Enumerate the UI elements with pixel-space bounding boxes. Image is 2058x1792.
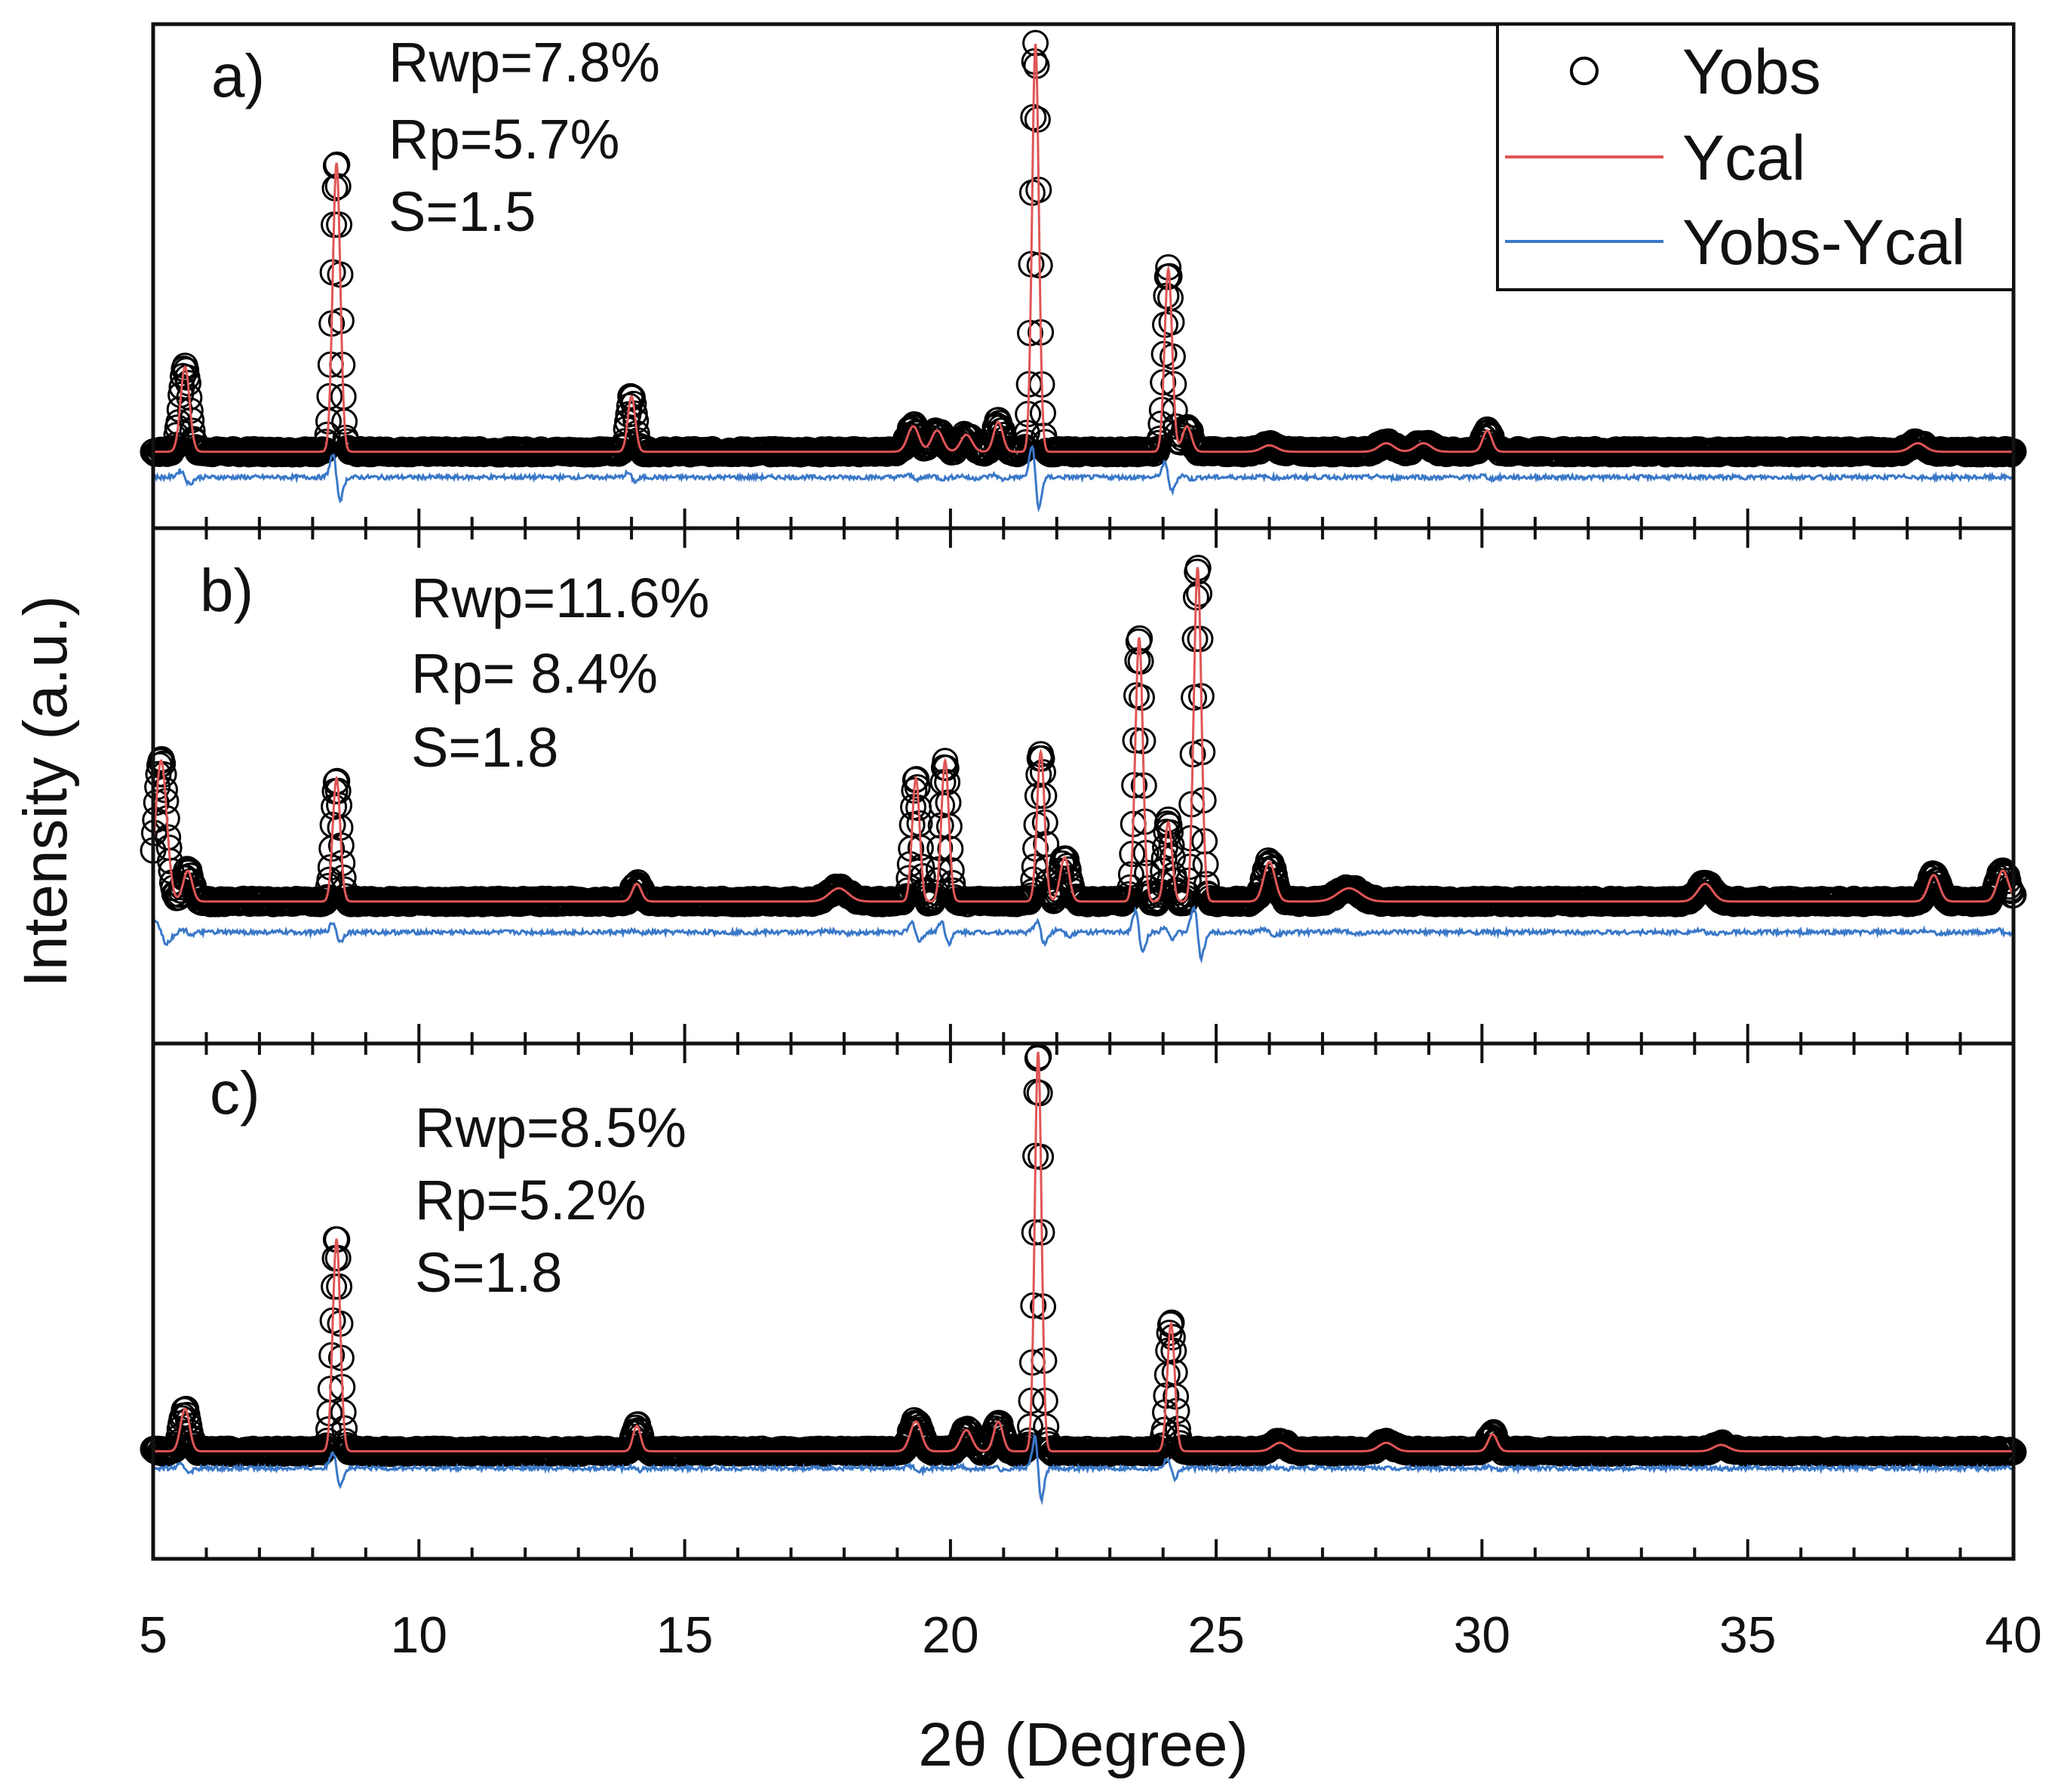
panel-a-series bbox=[140, 29, 2027, 513]
yobs-ycal-line bbox=[152, 444, 2015, 513]
ycal-line bbox=[153, 44, 2013, 453]
yobs-point bbox=[1055, 856, 1082, 883]
yobs-point bbox=[620, 390, 647, 417]
panel-c-series bbox=[140, 1043, 2027, 1506]
yobs-point bbox=[163, 422, 190, 449]
panel-a-yobs-series bbox=[140, 29, 2027, 468]
yobs-point bbox=[903, 766, 930, 793]
yobs-point bbox=[622, 407, 650, 435]
panel-c-yobs-series bbox=[140, 1043, 2027, 1468]
panel-b-series bbox=[140, 555, 2027, 964]
yobs-ycal-line bbox=[152, 905, 2015, 964]
panels-layer bbox=[140, 29, 2027, 1506]
yobs-point bbox=[1155, 254, 1182, 281]
ycal-line bbox=[152, 567, 2015, 903]
